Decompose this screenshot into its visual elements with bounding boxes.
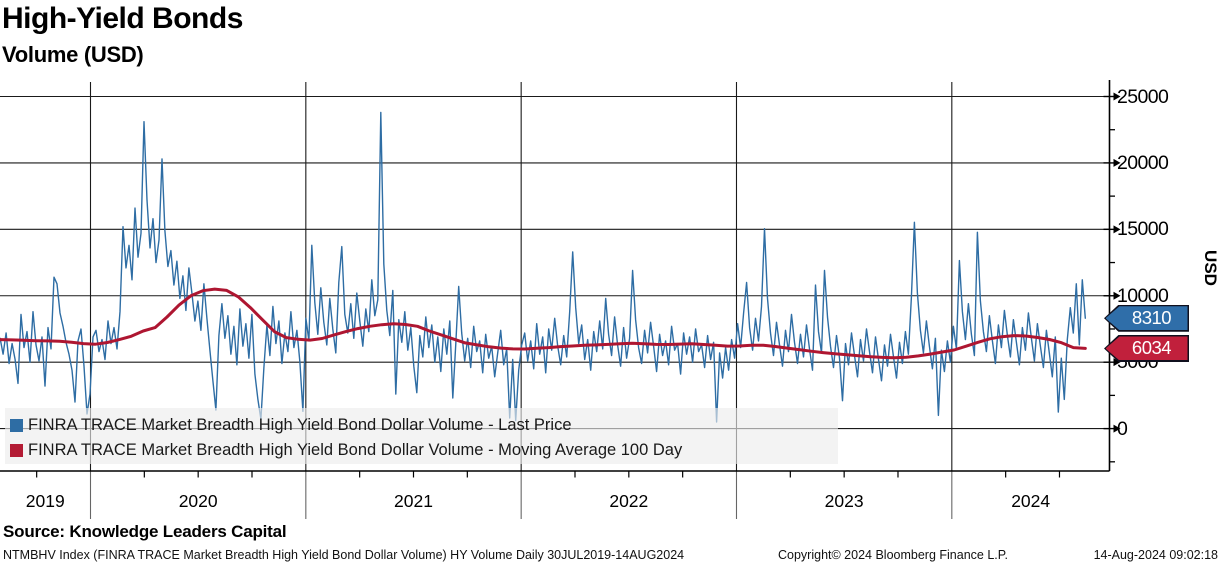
footer-timestamp: 14-Aug-2024 09:02:18 [1093, 548, 1218, 562]
chart-legend: FINRA TRACE Market Breadth High Yield Bo… [5, 408, 838, 464]
x-axis-label-2022: 2022 [609, 491, 649, 511]
last-price-badge: 8310 [1104, 304, 1189, 332]
legend-label-last-price: FINRA TRACE Market Breadth High Yield Bo… [28, 415, 572, 434]
y-axis-label-20000: 20000 [1117, 151, 1169, 174]
x-axis-label-2023: 2023 [824, 491, 864, 511]
footer-ticker-description: NTMBHV Index (FINRA TRACE Market Breadth… [3, 548, 685, 562]
page-subtitle: Volume (USD) [2, 42, 144, 67]
footer-copyright: Copyright© 2024 Bloomberg Finance L.P. [778, 548, 1008, 562]
x-axis-label-2021: 2021 [394, 491, 433, 511]
y-axis-label-25000: 25000 [1117, 85, 1169, 108]
source-line: Source: Knowledge Leaders Capital [3, 522, 287, 541]
legend-item-moving-average: FINRA TRACE Market Breadth High Yield Bo… [10, 438, 682, 462]
legend-label-moving-average: FINRA TRACE Market Breadth High Yield Bo… [28, 440, 683, 459]
y-axis-label-0: 0 [1117, 417, 1128, 440]
legend-swatch-blue-icon [10, 418, 23, 432]
moving-average-badge: 6034 [1104, 334, 1189, 362]
x-axis-label-2024: 2024 [1011, 491, 1051, 511]
y-axis-title: USD [1201, 250, 1220, 286]
legend-item-last-price: FINRA TRACE Market Breadth High Yield Bo… [10, 413, 572, 437]
legend-swatch-red-icon [10, 443, 23, 457]
x-axis-label-2020: 2020 [178, 491, 218, 511]
moving-average-badge-value: 6034 [1105, 336, 1188, 361]
y-axis-label-15000: 15000 [1117, 218, 1169, 241]
page-title: High-Yield Bonds [2, 2, 243, 35]
last-price-badge-value: 8310 [1105, 306, 1188, 331]
y-axis-label-10000: 10000 [1117, 284, 1169, 307]
x-axis-label-2019: 2019 [25, 491, 65, 511]
